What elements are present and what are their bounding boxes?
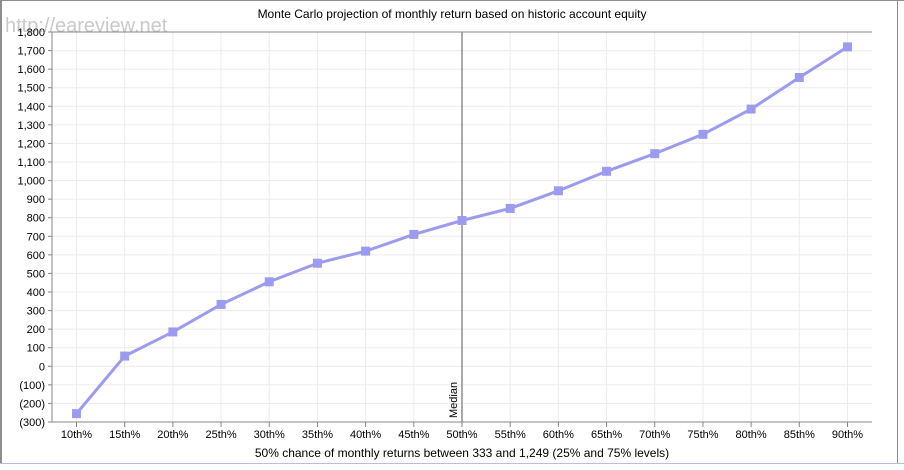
window-border-bottom [0,463,904,464]
x-tick-label: 45th% [398,429,429,441]
y-tick-label: 500 [27,268,45,280]
data-point-marker [264,277,274,287]
x-tick-label: 80th% [736,429,767,441]
x-tick-label: 65th% [591,429,622,441]
x-tick-label: 60th% [543,429,574,441]
y-tick-label: 0 [39,361,45,373]
data-point-marker [843,42,852,52]
x-tick-label: 20th% [157,429,188,441]
y-tick-label: 1,400 [17,101,45,113]
y-tick-label: 700 [27,231,45,243]
y-tick-label: 400 [27,287,45,299]
y-tick-label: 900 [27,194,45,206]
x-tick-label: 70th% [639,429,670,441]
x-tick-label: 55th% [495,429,526,441]
y-tick-label: 1,000 [17,176,45,188]
x-tick-label: 25th% [205,429,236,441]
y-tick-label: (200) [19,398,45,410]
x-tick-label: 90th% [832,429,863,441]
y-tick-label: (100) [19,380,45,392]
data-point-marker [746,104,756,114]
y-tick-label: 1,600 [17,64,45,76]
data-point-marker [505,203,515,213]
x-tick-label: 40th% [350,429,381,441]
y-tick-label: 1,300 [17,120,45,132]
x-tick-label: 75th% [687,429,718,441]
data-point-marker [553,186,563,196]
data-point-marker [361,246,371,256]
x-tick-label: 35th% [302,429,333,441]
data-point-marker [216,299,226,309]
data-point-marker [120,351,130,361]
y-tick-label: 200 [27,324,45,336]
window-border-right [897,0,898,464]
y-tick-label: 1,700 [17,46,45,58]
y-tick-label: 600 [27,250,45,262]
data-point-marker [409,229,419,239]
data-point-marker [602,166,612,176]
y-tick-label: 800 [27,213,45,225]
median-label: Median [448,382,460,418]
window-border-left [0,0,2,464]
y-tick-label: 1,800 [17,27,45,39]
y-tick-label: 100 [27,343,45,355]
data-point-marker [168,327,178,337]
x-tick-label: 30th% [254,429,285,441]
y-tick-label: 300 [27,306,45,318]
chart-title: Monte Carlo projection of monthly return… [257,7,647,21]
x-tick-label: 15th% [109,429,140,441]
y-tick-label: 1,200 [17,138,45,150]
data-point-marker [72,409,81,419]
y-tick-label: 1,500 [17,83,45,95]
data-point-marker [794,73,804,82]
data-point-marker [312,258,322,268]
x-tick-label: 85th% [784,429,815,441]
y-tick-label: 1,100 [17,157,45,169]
window-border-top [0,0,904,1]
y-tick-label: (300) [19,417,45,429]
x-tick-label: 50th% [446,429,477,441]
x-tick-label: 10th% [61,429,92,441]
data-point-marker [650,149,660,159]
data-point-marker [457,216,467,225]
chart-caption: 50% chance of monthly returns between 33… [254,446,670,460]
data-point-marker [698,129,708,139]
